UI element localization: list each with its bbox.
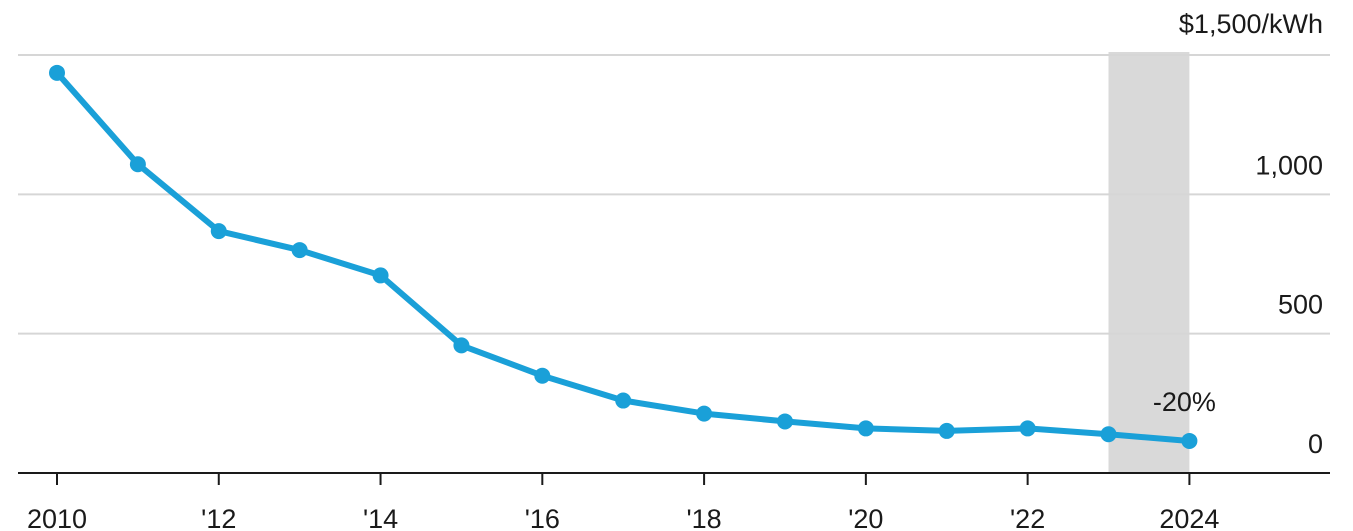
data-point-2013 [291,242,308,259]
data-point-2020 [857,420,874,437]
data-point-2023 [1100,426,1117,443]
change-annotation: -20% [1153,387,1216,417]
x-tick-label-2010: 2010 [27,504,87,531]
x-axis-ticks [56,473,1191,485]
y-tick-label-1500: $1,500/kWh [1179,9,1323,39]
y-tick-label-1000: 1,000 [1255,150,1323,180]
data-point-2010 [49,64,65,81]
data-point-2022 [1019,420,1036,437]
y-tick-label-500: 500 [1278,290,1323,320]
data-point-2017 [615,392,632,409]
x-tick-label-2014: '14 [363,504,398,531]
data-point-2024 [1181,432,1198,449]
x-tick-label-2018: '18 [686,504,721,531]
x-tick-label-2024: 2024 [1159,504,1219,531]
y-gridlines [18,54,1330,335]
data-point-2015 [453,337,470,354]
data-point-2014 [372,267,389,284]
highlight-band-2023-2024 [1108,52,1190,473]
data-point-2011 [129,156,146,173]
data-point-2019 [776,413,793,430]
x-axis-tick-labels: 2010 '12 '14 '16 '18 '20 '22 2024 [27,504,1219,531]
series-line [54,69,1193,444]
data-point-2016 [534,367,551,384]
data-point-2021 [938,422,955,439]
x-tick-label-2012: '12 [201,504,236,531]
x-tick-label-2022: '22 [1010,504,1045,531]
data-point-2012 [210,223,227,240]
series-points [49,64,1198,449]
data-point-2018 [696,405,713,422]
x-tick-label-2016: '16 [525,504,560,531]
x-tick-label-2020: '20 [848,504,883,531]
y-axis-tick-labels: 0 500 1,000 $1,500/kWh [1179,9,1323,459]
y-tick-label-0: 0 [1308,429,1323,459]
